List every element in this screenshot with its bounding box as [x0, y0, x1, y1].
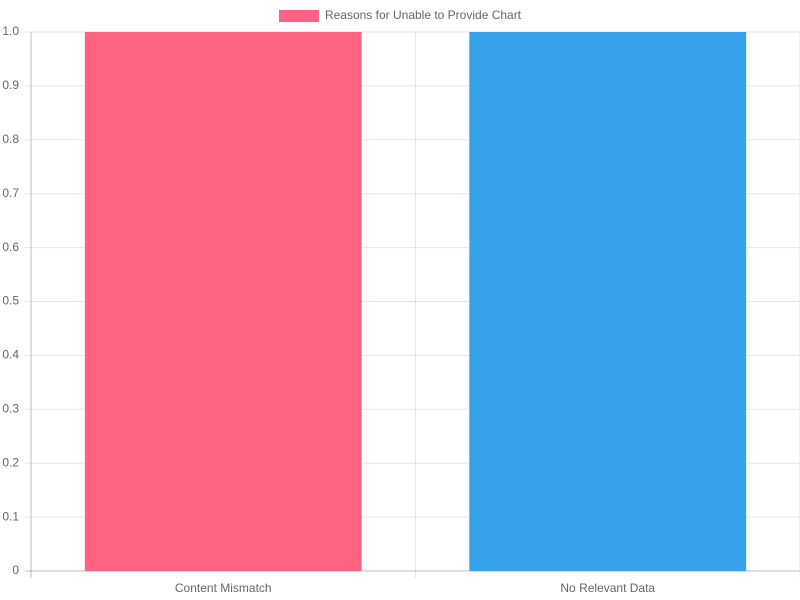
legend-item: Reasons for Unable to Provide Chart: [278, 8, 522, 22]
legend-label: Reasons for Unable to Provide Chart: [325, 8, 522, 22]
y-tick-label: 0.4: [2, 348, 19, 362]
x-tick-label: Content Mismatch: [175, 581, 272, 595]
y-tick-label: 0.6: [2, 240, 19, 254]
y-tick-label: 0.7: [2, 186, 19, 200]
bar: [84, 32, 362, 571]
y-tick-label: 0.5: [2, 294, 19, 308]
y-tick-label: 0.9: [2, 78, 19, 92]
y-tick-label: 0: [12, 563, 19, 577]
legend-swatch: [278, 10, 319, 22]
y-tick-label: 1.0: [2, 24, 19, 38]
y-tick-label: 0.1: [2, 509, 19, 523]
y-tick-label: 0.8: [2, 132, 19, 146]
bar: [469, 32, 747, 571]
x-tick-label: No Relevant Data: [560, 581, 655, 595]
y-tick-label: 0.3: [2, 401, 19, 415]
y-tick-label: 0.2: [2, 455, 19, 469]
